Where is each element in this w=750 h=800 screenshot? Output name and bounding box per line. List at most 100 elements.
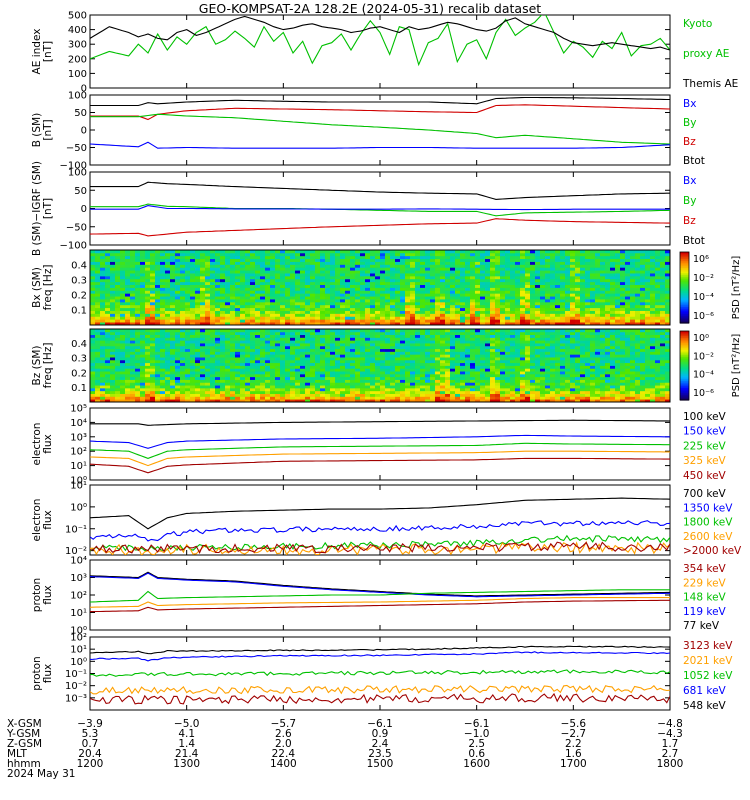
- colorbar-tick-label: 10⁻²: [693, 273, 714, 284]
- footer-value: 4.1: [178, 728, 195, 740]
- legend-entry: Bx: [683, 98, 696, 110]
- y-tick-label: 10⁻²: [65, 681, 87, 692]
- y-tick-label: 10¹: [70, 645, 87, 656]
- series-line-kyoto-proxy-ae: [90, 15, 670, 67]
- figure-title: GEO-KOMPSAT-2A 128.2E (2024-05-31) recal…: [198, 1, 542, 16]
- series-line-148-kev: [90, 589, 670, 603]
- y-tick-label: 10⁻¹: [65, 669, 87, 680]
- panel-prot_low: protonflux 10⁰ 10¹ 10² 10³ 10⁴ 354 keV 229 keV 1…: [31, 556, 727, 637]
- panel-ae: AE index[nT] 0 100 200 300 400 500 Kyoto proxy A…: [31, 11, 738, 95]
- y-tick-label: 10⁴: [70, 556, 87, 567]
- legend-entry: 681 keV: [683, 685, 727, 697]
- footer-value: 0.9: [372, 728, 389, 740]
- series-line-btot: [90, 181, 670, 200]
- legend-entry: Kyoto: [683, 18, 712, 30]
- y-tick-label: 50: [74, 186, 87, 197]
- footer-value: −5.6: [561, 718, 587, 730]
- footer-value: −5.0: [174, 718, 200, 730]
- colorbar-tick-label: 10⁻⁴: [693, 370, 714, 381]
- colorbar-label: PSD [nT²/Hz]: [731, 334, 742, 398]
- panel-elec_low: electronflux 10⁰ 10¹ 10² 10³ 10⁴ 10⁵ 100 keV 150…: [31, 404, 727, 487]
- y-tick-label: 500: [68, 11, 87, 22]
- spectrogram-cells: [90, 329, 671, 403]
- y-tick-label: 0: [81, 126, 87, 137]
- panel-frame: [89, 14, 671, 89]
- series-line-bx: [90, 205, 670, 211]
- footer-row-label: X-GSM: [7, 718, 42, 730]
- footer-value: 1.7: [662, 738, 679, 750]
- panel-bigrf: B (SM)−IGRF (SM)[nT] −100 −50 0 50 100 Bx By Bz B…: [31, 161, 705, 256]
- series-line-2600-kev: [90, 540, 670, 555]
- series-line-77-kev: [90, 571, 670, 597]
- footer-value: −5.7: [271, 718, 297, 730]
- legend-entry: 148 keV: [683, 592, 727, 604]
- y-tick-label: 400: [68, 25, 87, 36]
- footer-value: 21.4: [175, 748, 199, 760]
- series-line-150-kev: [90, 434, 670, 449]
- panel-frame: [89, 484, 671, 556]
- y-tick-label: 0.2: [71, 291, 87, 302]
- series-line-1052-kev: [90, 669, 670, 677]
- footer-value: 1600: [463, 758, 490, 770]
- colorbar-tick-label: 10⁰: [693, 333, 709, 344]
- panel-spec_bx: Bx (SM)freq [Hz]0.10.20.30.410⁶10⁻²10⁻⁴1…: [31, 249, 742, 326]
- y-axis-label: protonflux: [31, 656, 54, 690]
- series-line-119-kev: [90, 572, 670, 598]
- series-group: [90, 645, 670, 705]
- legend-entry: Btot: [683, 235, 705, 247]
- footer-value: 1.4: [178, 738, 195, 750]
- legend-entry: Bz: [683, 136, 696, 148]
- spectrogram-frame: [89, 328, 671, 403]
- footer-value: 1700: [560, 758, 587, 770]
- footer-value: 22.4: [272, 748, 296, 760]
- colorbar-tick-label: 10⁻⁴: [693, 292, 714, 303]
- spectrogram-frame: [89, 249, 671, 326]
- series-line-325-kev: [90, 450, 670, 467]
- colorbar-frame: [679, 251, 690, 324]
- y-axis-label: B (SM)[nT]: [31, 113, 54, 147]
- legend-entry: >2000 keV: [683, 545, 742, 557]
- ephemeris-footer: X-GSM −3.9 −5.0 −5.7 −6.1 −6.1 −5.6 −4.8 Y-GSM 5.…: [6, 718, 683, 780]
- y-tick-label: 0.4: [71, 261, 87, 272]
- footer-row-label: Z-GSM: [7, 738, 42, 750]
- y-axis-label: Bz (SM)freq [Hz]: [31, 343, 54, 389]
- legend-entry: 2600 keV: [683, 531, 733, 543]
- series-group: [90, 15, 670, 67]
- footer-value: −6.1: [367, 718, 393, 730]
- panel-frame: [89, 636, 671, 711]
- colorbar-label: PSD [nT²/Hz]: [731, 256, 742, 320]
- series-line-354-kev: [90, 599, 670, 613]
- legend-entry: proxy AE: [683, 48, 729, 60]
- series-line-700-kev: [90, 497, 670, 530]
- colorbar: 10⁶ 10⁻² 10⁻⁴ 10⁻⁶ PSD [nT²/Hz]: [679, 251, 742, 324]
- y-tick-label: 200: [68, 54, 87, 65]
- legend-entry: 1350 keV: [683, 502, 733, 514]
- footer-value: 1500: [367, 758, 394, 770]
- footer-value: 5.3: [82, 728, 99, 740]
- y-axis-label: electronflux: [31, 499, 54, 542]
- y-tick-label: 10⁻³: [65, 693, 87, 704]
- colorbar-tick-label: 10⁶: [693, 254, 709, 265]
- footer-value: 1800: [657, 758, 684, 770]
- series-line-225-kev: [90, 442, 670, 459]
- series-line-themis-ae: [90, 15, 670, 51]
- legend-entry: 3123 keV: [683, 640, 733, 652]
- footer-value: 1.6: [565, 748, 582, 760]
- series-group: [90, 571, 670, 613]
- colorbar-tick-label: 10⁻⁶: [693, 311, 714, 322]
- y-tick-label: 100: [68, 69, 87, 80]
- legend-entry: 700 keV: [683, 488, 727, 500]
- y-tick-label: 10⁰: [70, 476, 87, 487]
- legend-entry: 100 keV: [683, 411, 727, 423]
- y-axis-label: protonflux: [31, 578, 54, 612]
- panel-spec_bz: Bz (SM)freq [Hz] 0.10.20.30.410⁰10⁻²10⁻⁴1…: [31, 328, 742, 403]
- legend-entry: By: [683, 195, 696, 207]
- colorbar: 10⁰ 10⁻² 10⁻⁴ 10⁻⁶ PSD [nT²/Hz]: [679, 330, 742, 401]
- y-tick-label: 10¹: [70, 461, 87, 472]
- footer-value: 2.6: [275, 728, 292, 740]
- footer-value: 20.4: [78, 748, 102, 760]
- footer-value: 2.4: [372, 738, 389, 750]
- y-tick-label: 0.1: [71, 383, 87, 394]
